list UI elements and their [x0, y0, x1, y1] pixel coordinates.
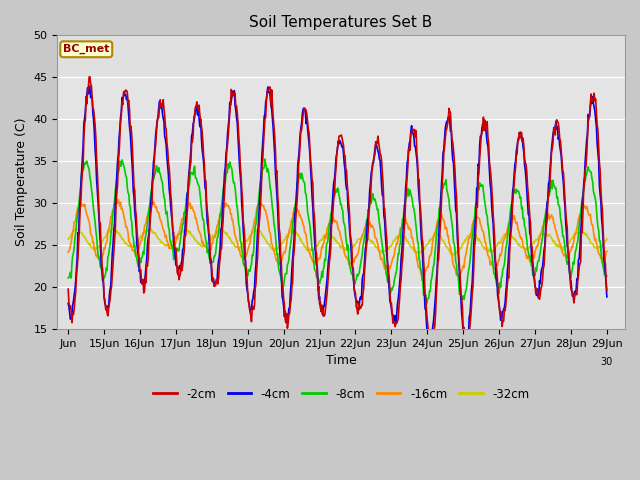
Legend: -2cm, -4cm, -8cm, -16cm, -32cm: -2cm, -4cm, -8cm, -16cm, -32cm	[148, 383, 534, 405]
Y-axis label: Soil Temperature (C): Soil Temperature (C)	[15, 118, 28, 246]
Text: BC_met: BC_met	[63, 44, 109, 54]
Title: Soil Temperatures Set B: Soil Temperatures Set B	[250, 15, 433, 30]
Text: 30: 30	[601, 357, 613, 367]
X-axis label: Time: Time	[326, 354, 356, 367]
Bar	[58, 77, 625, 161]
